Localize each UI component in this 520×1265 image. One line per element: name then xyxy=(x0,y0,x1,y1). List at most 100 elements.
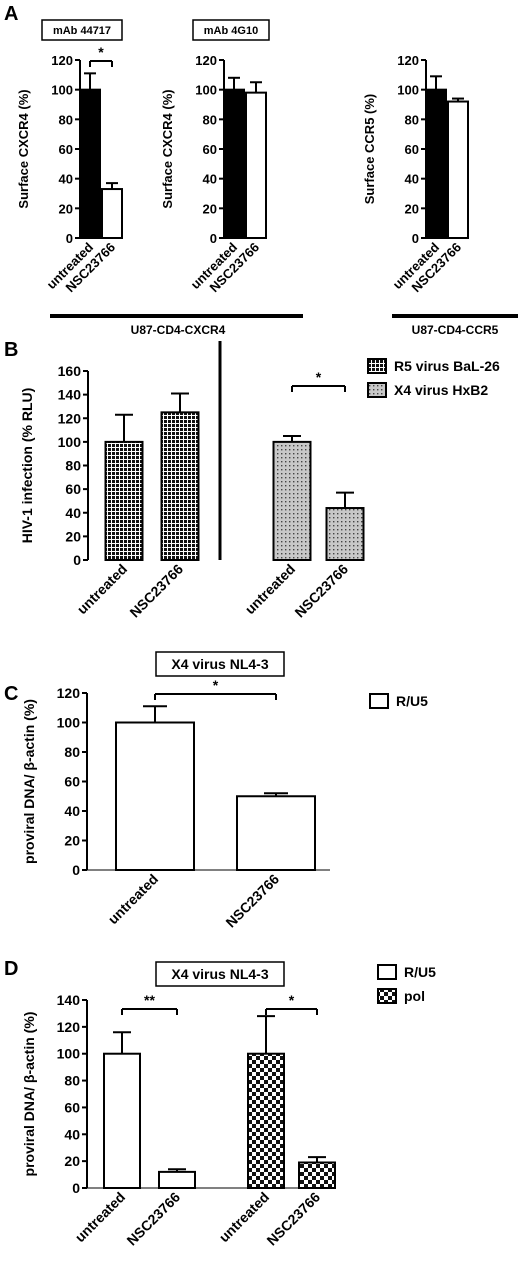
bar xyxy=(298,1161,336,1190)
box-label-frame xyxy=(192,19,270,41)
y-tick-label: 60 xyxy=(203,142,217,157)
bar xyxy=(104,440,144,561)
y-tick-label: 140 xyxy=(58,387,82,403)
x-tick-label: untreated xyxy=(105,871,161,927)
x-tick-label: untreated xyxy=(242,561,298,617)
box-label: X4 virus NL4-3 xyxy=(171,966,268,982)
bar xyxy=(425,88,447,239)
legend-label: R5 virus BaL-26 xyxy=(394,358,500,374)
group-label-cxcr4: U87-CD4-CXCR4 xyxy=(131,323,226,337)
y-tick-label: 60 xyxy=(65,481,81,497)
bar xyxy=(325,507,365,561)
y-tick-label: 100 xyxy=(58,434,82,450)
significance-label: * xyxy=(289,992,295,1008)
y-tick-label: 100 xyxy=(51,83,73,98)
bar xyxy=(236,795,316,871)
y-axis-label: proviral DNA/ β-actin (%) xyxy=(21,699,37,864)
legend-swatch xyxy=(367,358,387,374)
y-axis-label: Surface CXCR4 (%) xyxy=(16,89,31,208)
y-tick-label: 40 xyxy=(64,803,80,819)
significance-label: * xyxy=(213,677,219,693)
x-tick-label: NSC23766 xyxy=(123,1189,183,1249)
y-axis-label: Surface CXCR4 (%) xyxy=(160,89,175,208)
y-tick-label: 20 xyxy=(59,201,73,216)
y-tick-label: 120 xyxy=(57,1019,81,1035)
y-tick-label: 60 xyxy=(405,142,419,157)
legend-swatch xyxy=(377,964,397,980)
y-tick-label: 20 xyxy=(64,833,80,849)
panel-letter-B: B xyxy=(4,339,18,361)
y-tick-label: 60 xyxy=(64,774,80,790)
y-axis-label: Surface CCR5 (%) xyxy=(362,94,377,205)
y-tick-label: 140 xyxy=(57,992,81,1008)
bar xyxy=(103,1052,141,1189)
panel-b: 0 20 40 60 80 100 120 140 160 HIV-1 infection (% … xyxy=(19,341,500,621)
box-label: mAb 4G10 xyxy=(204,25,258,37)
y-tick-label: 20 xyxy=(64,1153,80,1169)
y-tick-label: 40 xyxy=(203,172,217,187)
y-tick-label: 100 xyxy=(57,1046,81,1062)
bar xyxy=(158,1170,196,1190)
group-label-ccr5: U87-CD4-CCR5 xyxy=(412,323,499,337)
y-tick-label: 80 xyxy=(64,744,80,760)
y-tick-label: 100 xyxy=(195,83,217,98)
x-tick-label: untreated xyxy=(74,561,130,617)
y-tick-label: 60 xyxy=(59,142,73,157)
y-tick-label: 80 xyxy=(203,112,217,127)
y-tick-label: 120 xyxy=(58,410,82,426)
box-label: mAb 44717 xyxy=(53,25,111,37)
box-label-frame xyxy=(41,19,123,41)
y-tick-label: 20 xyxy=(405,201,419,216)
y-tick-label: 40 xyxy=(65,505,81,521)
y-axis-label: HIV-1 infection (% RLU) xyxy=(19,388,35,544)
panel-letter-A: A xyxy=(4,3,18,25)
panel-c: 0 20 40 60 80 100 120 proviral DNA/ β-actin (%)… xyxy=(21,651,428,931)
x-tick-label: NSC23766 xyxy=(263,1189,323,1249)
x-tick-label: NSC23766 xyxy=(291,561,351,621)
panel-d: 0 20 40 60 80 100 120 140 proviral DNA/ β-actin … xyxy=(21,961,436,1249)
y-tick-label: 0 xyxy=(72,862,80,878)
bar xyxy=(101,188,123,240)
legend-swatch xyxy=(369,693,389,709)
y-tick-label: 0 xyxy=(210,231,217,246)
box-label: X4 virus NL4-3 xyxy=(171,656,268,672)
significance-label: ** xyxy=(144,992,155,1008)
significance-label: * xyxy=(316,369,322,385)
y-tick-label: 40 xyxy=(405,172,419,187)
y-tick-label: 100 xyxy=(397,83,419,98)
x-tick-label: NSC23766 xyxy=(222,871,282,931)
y-tick-label: 0 xyxy=(66,231,73,246)
y-tick-label: 0 xyxy=(412,231,419,246)
y-tick-label: 80 xyxy=(59,112,73,127)
y-tick-label: 20 xyxy=(65,528,81,544)
y-tick-label: 100 xyxy=(57,715,81,731)
legend-swatch xyxy=(377,988,397,1004)
bar xyxy=(272,440,312,561)
y-tick-label: 20 xyxy=(203,201,217,216)
bar xyxy=(115,721,195,871)
legend-label: R/U5 xyxy=(404,964,436,980)
legend-label: pol xyxy=(404,988,425,1004)
y-tick-label: 120 xyxy=(51,53,73,68)
y-axis-label: proviral DNA/ β-actin (%) xyxy=(21,1012,37,1177)
bar xyxy=(160,411,200,561)
legend-label: R/U5 xyxy=(396,693,428,709)
box-label-frame xyxy=(155,651,285,677)
y-tick-label: 120 xyxy=(397,53,419,68)
bar xyxy=(447,100,469,239)
panel-letter-C: C xyxy=(4,683,18,705)
y-tick-label: 160 xyxy=(58,363,82,379)
y-tick-label: 60 xyxy=(64,1099,80,1115)
box-label-frame xyxy=(155,961,285,987)
y-tick-label: 120 xyxy=(57,685,81,701)
bar xyxy=(245,91,267,239)
y-tick-label: 40 xyxy=(59,172,73,187)
y-tick-label: 80 xyxy=(405,112,419,127)
y-tick-label: 80 xyxy=(65,458,81,474)
legend-swatch xyxy=(367,382,387,398)
legend-label: X4 virus HxB2 xyxy=(394,382,488,398)
panel-letter-D: D xyxy=(4,958,18,980)
bar xyxy=(223,88,245,239)
bar xyxy=(79,88,101,239)
